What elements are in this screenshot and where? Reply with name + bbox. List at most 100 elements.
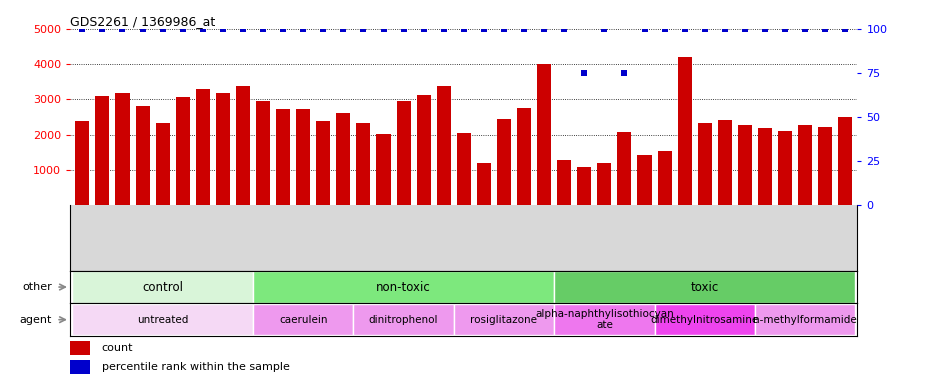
Point <box>235 26 250 32</box>
Bar <box>697 124 711 205</box>
Point <box>817 26 832 32</box>
Bar <box>75 121 89 205</box>
Bar <box>417 95 431 205</box>
Bar <box>797 125 812 205</box>
Point <box>256 26 271 32</box>
Text: agent: agent <box>20 314 52 325</box>
Bar <box>436 86 450 205</box>
Point <box>75 26 90 32</box>
Point <box>335 26 350 32</box>
Text: rosiglitazone: rosiglitazone <box>470 314 537 325</box>
Point <box>837 26 852 32</box>
Bar <box>536 64 550 205</box>
Bar <box>737 125 751 205</box>
Text: percentile rank within the sample: percentile rank within the sample <box>102 362 289 372</box>
Bar <box>496 119 510 205</box>
Bar <box>72 304 253 335</box>
Point <box>195 26 210 32</box>
Bar <box>215 93 229 205</box>
Point <box>777 26 792 32</box>
Point <box>616 70 631 76</box>
Bar <box>777 131 791 205</box>
Text: count: count <box>102 343 133 353</box>
Point <box>717 26 732 32</box>
Point <box>416 26 431 32</box>
Bar <box>456 133 470 205</box>
Bar <box>517 108 531 205</box>
Point <box>677 26 692 32</box>
Bar <box>396 101 410 205</box>
Bar <box>175 97 189 205</box>
Bar <box>754 304 855 335</box>
Point <box>315 26 330 32</box>
Bar <box>253 304 353 335</box>
Bar <box>376 134 390 205</box>
Text: n-methylformamide: n-methylformamide <box>753 314 856 325</box>
Bar <box>336 113 350 205</box>
Point <box>516 26 531 32</box>
Text: alpha-naphthylisothiocyan
ate: alpha-naphthylisothiocyan ate <box>534 309 673 331</box>
Point <box>436 26 451 32</box>
Point <box>596 26 611 32</box>
Bar <box>677 57 691 205</box>
Text: dimethylnitrosamine: dimethylnitrosamine <box>650 314 758 325</box>
Bar <box>717 119 731 205</box>
Text: GDS2261 / 1369986_at: GDS2261 / 1369986_at <box>70 15 215 28</box>
Point <box>375 26 390 32</box>
Text: untreated: untreated <box>137 314 188 325</box>
Text: control: control <box>142 281 183 293</box>
Point <box>95 26 110 32</box>
Point <box>536 26 551 32</box>
Bar <box>553 304 654 335</box>
Bar <box>356 123 370 205</box>
Bar <box>70 360 90 374</box>
Point <box>115 26 130 32</box>
Point <box>556 26 571 32</box>
Point <box>797 26 812 32</box>
Point <box>175 26 190 32</box>
Bar <box>95 96 110 205</box>
Point <box>475 26 490 32</box>
Bar <box>596 163 610 205</box>
Bar <box>115 93 129 205</box>
Bar <box>654 304 754 335</box>
Bar <box>196 88 210 205</box>
Bar <box>70 341 90 355</box>
Point <box>135 26 150 32</box>
Point <box>296 26 311 32</box>
Bar <box>253 271 553 303</box>
Point <box>696 26 711 32</box>
Text: non-toxic: non-toxic <box>375 281 431 293</box>
Point <box>656 26 671 32</box>
Point <box>155 26 170 32</box>
Point <box>496 26 511 32</box>
Bar <box>256 101 270 205</box>
Point <box>275 26 290 32</box>
Bar <box>577 167 591 205</box>
Bar <box>136 106 150 205</box>
Point <box>636 26 651 32</box>
Text: other: other <box>22 282 52 292</box>
Text: dinitrophenol: dinitrophenol <box>369 314 438 325</box>
Text: caerulein: caerulein <box>279 314 327 325</box>
Bar <box>617 132 631 205</box>
Bar <box>557 160 571 205</box>
Point <box>737 26 752 32</box>
Bar <box>476 163 490 205</box>
Bar <box>757 128 771 205</box>
Bar <box>72 271 253 303</box>
Bar <box>296 109 310 205</box>
Bar <box>155 123 169 205</box>
Bar <box>276 109 290 205</box>
Point <box>356 26 371 32</box>
Bar <box>817 127 831 205</box>
Bar <box>636 155 651 205</box>
Point <box>215 26 230 32</box>
Bar <box>553 271 855 303</box>
Bar <box>236 86 250 205</box>
Point <box>396 26 411 32</box>
Point <box>577 70 592 76</box>
Bar <box>657 151 671 205</box>
Point <box>756 26 771 32</box>
Bar <box>453 304 553 335</box>
